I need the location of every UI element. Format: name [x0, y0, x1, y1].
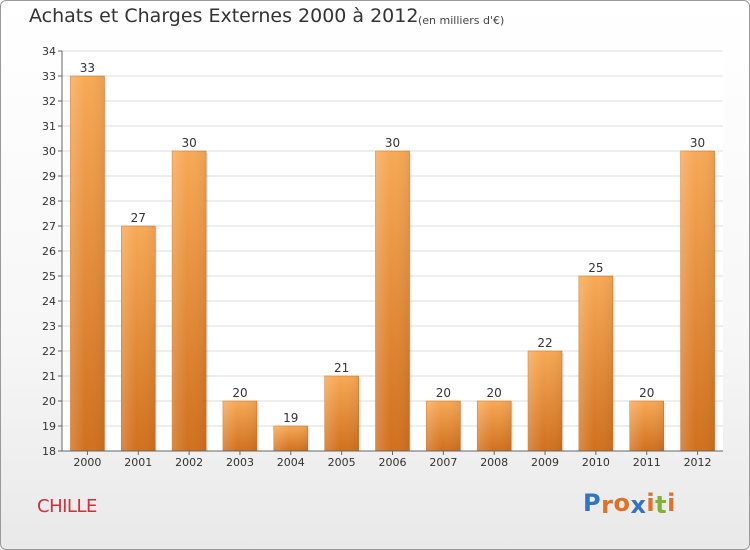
- y-tick-label: 22: [42, 345, 56, 358]
- proxiti-logo: Proxiti: [583, 489, 676, 519]
- y-tick-label: 33: [42, 70, 56, 83]
- data-label-2010: 25: [588, 261, 603, 275]
- data-label-2002: 30: [181, 136, 196, 150]
- data-label-2006: 30: [385, 136, 400, 150]
- logo-letter: i: [646, 489, 656, 517]
- data-labels: 33 27 30 20 19 21 30 20 20 22 25 20 30: [80, 61, 705, 425]
- data-label-2001: 27: [131, 211, 146, 225]
- chart-subtitle: (en milliers d'€): [418, 14, 505, 27]
- bar-shine: [629, 401, 664, 451]
- data-label-2003: 20: [232, 386, 247, 400]
- y-tick-label: 18: [42, 445, 56, 458]
- axes: 18 19 20 21 22 23 24 25 26 27 28 29 30 31 32 33 34 2000 20…: [42, 45, 723, 469]
- y-tick-label: 30: [42, 145, 56, 158]
- commune-name: CHILLE: [37, 496, 97, 517]
- y-tick-label: 29: [42, 170, 56, 183]
- chart-title: Achats et Charges Externes 2000 à 2012: [29, 5, 419, 27]
- x-tick-label-2005: 2005: [328, 456, 356, 469]
- x-tick-label-2004: 2004: [277, 456, 305, 469]
- data-label-2005: 21: [334, 361, 349, 375]
- x-tick-label-2002: 2002: [175, 456, 203, 469]
- y-tick-label: 34: [42, 45, 56, 58]
- bar-shine: [578, 276, 613, 451]
- bar-shine: [477, 401, 512, 451]
- data-label-2008: 20: [487, 386, 502, 400]
- bar-shine: [172, 151, 207, 451]
- x-tick-label-2012: 2012: [684, 456, 712, 469]
- y-tick-label: 19: [42, 420, 56, 433]
- x-tick-label-2003: 2003: [226, 456, 254, 469]
- data-label-2000: 33: [80, 61, 95, 75]
- logo-letter: P: [583, 489, 602, 517]
- x-tick-label-2010: 2010: [582, 456, 610, 469]
- x-tick-label-2006: 2006: [379, 456, 407, 469]
- y-tick-label: 31: [42, 120, 56, 133]
- y-tick-label: 24: [42, 295, 56, 308]
- x-tick-label-2000: 2000: [73, 456, 101, 469]
- bars: [70, 75, 717, 452]
- data-label-2011: 20: [639, 386, 654, 400]
- y-tick-label: 32: [42, 95, 56, 108]
- data-label-2009: 22: [537, 336, 552, 350]
- bar-shine: [528, 351, 563, 451]
- data-label-2007: 20: [436, 386, 451, 400]
- bar-shine: [273, 426, 308, 451]
- bar-shine: [70, 76, 105, 451]
- bar-shine: [375, 151, 410, 451]
- y-tick-label: 21: [42, 370, 56, 383]
- logo-letter: i: [667, 489, 676, 517]
- bar-shine: [121, 226, 156, 451]
- bar-shine: [426, 401, 461, 451]
- y-tick-label: 25: [42, 270, 56, 283]
- y-tick-label: 27: [42, 220, 56, 233]
- bar-shine: [680, 151, 715, 451]
- x-tick-label-2007: 2007: [429, 456, 457, 469]
- logo-letter: r: [601, 491, 614, 519]
- y-tick-label: 20: [42, 395, 56, 408]
- y-tick-label: 26: [42, 245, 56, 258]
- x-tick-label-2008: 2008: [480, 456, 508, 469]
- x-tick-label-2001: 2001: [124, 456, 152, 469]
- logo-letter: o: [613, 489, 631, 517]
- logo-letter: x: [630, 491, 647, 519]
- y-tick-label: 23: [42, 320, 56, 333]
- x-tick-label-2011: 2011: [633, 456, 661, 469]
- data-label-2004: 19: [283, 411, 298, 425]
- bar-shine: [222, 401, 257, 451]
- y-tick-label: 28: [42, 195, 56, 208]
- data-label-2012: 30: [690, 136, 705, 150]
- x-tick-label-2009: 2009: [531, 456, 559, 469]
- logo-letter: t: [655, 491, 668, 519]
- bar-shine: [324, 376, 359, 451]
